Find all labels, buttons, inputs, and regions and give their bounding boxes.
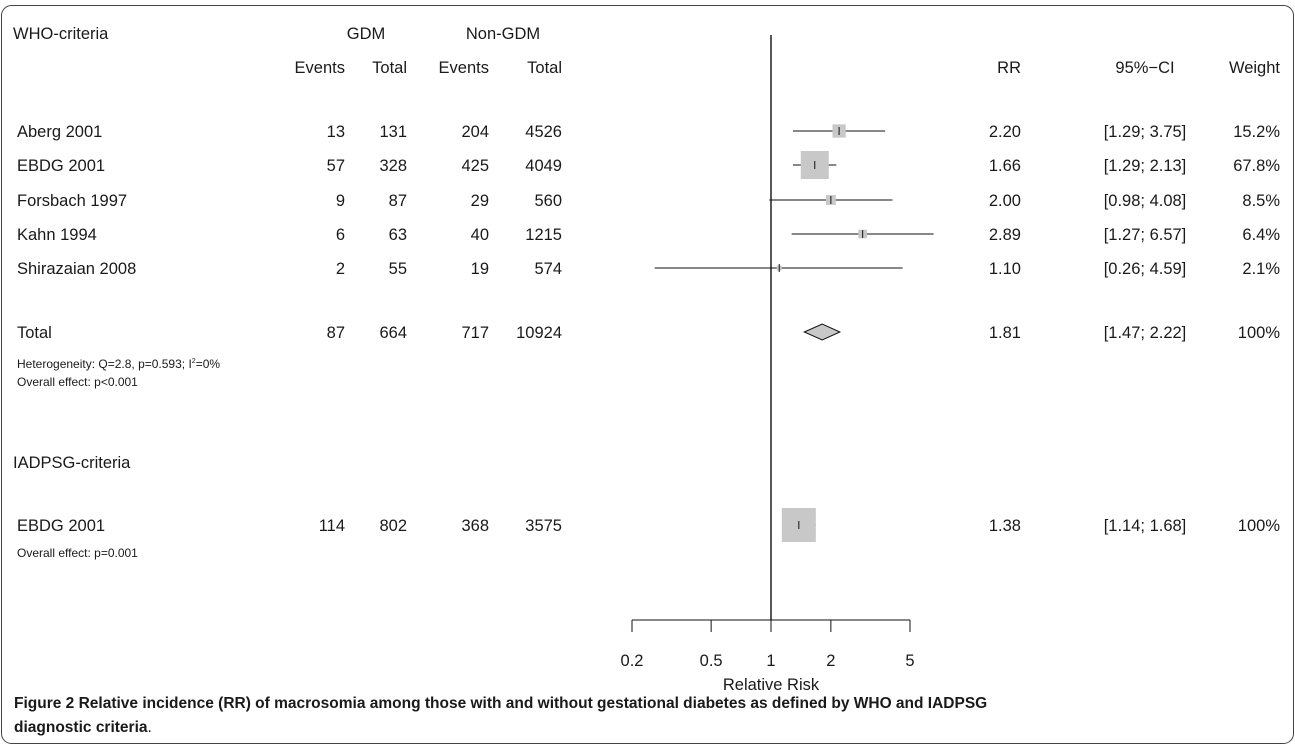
header-total-gdm: Total <box>372 59 407 77</box>
who-total-name: Total <box>17 324 52 342</box>
header-total-non-gdm: Total <box>527 59 562 77</box>
who-total-ci: [1.47; 2.22] <box>1104 324 1187 342</box>
header-rr: RR <box>997 59 1021 77</box>
subgroup-label-iadpsg: IADPSG-criteria <box>13 454 131 472</box>
who-study-1-rr: 2.20 <box>989 123 1021 141</box>
x-tick-label-5: 5 <box>905 652 914 670</box>
iadpsg-overall-effect: Overall effect: p=0.001 <box>17 546 138 560</box>
header-events-gdm: Events <box>295 59 345 77</box>
who-study-5-name: Shirazaian 2008 <box>17 260 136 278</box>
who-heterogeneity: Heterogeneity: Q=2.8, p=0.593; I2=0% <box>17 357 220 371</box>
who-total-diamond <box>803 323 842 341</box>
who-study-2-total-gdm: 328 <box>379 157 407 175</box>
figure-caption-line-1: Figure 2 Relative incidence (RR) of macr… <box>14 695 987 712</box>
figure-border <box>1 5 1294 744</box>
iadpsg-study-1-total-gdm: 802 <box>379 517 407 535</box>
figure-caption-line-2: diagnostic criteria. <box>14 719 152 736</box>
who-total-total-non-gdm: 10924 <box>516 324 562 342</box>
header-events-non-gdm: Events <box>439 59 489 77</box>
who-total-rr: 1.81 <box>989 324 1021 342</box>
caption-label: Figure 2 <box>14 695 74 712</box>
iadpsg-study-1-ci: [1.14; 1.68] <box>1104 517 1187 535</box>
who-study-3-weight: 8.5% <box>1242 192 1280 210</box>
who-total-total-gdm: 664 <box>379 324 407 342</box>
iadpsg-study-1-weight: 100% <box>1238 517 1281 535</box>
who-study-3-rr: 2.00 <box>989 192 1021 210</box>
who-study-1-total-non-gdm: 4526 <box>525 123 562 141</box>
caption-period: . <box>148 719 152 736</box>
who-study-1-events-gdm: 13 <box>327 123 345 141</box>
header-non-gdm: Non-GDM <box>466 25 540 43</box>
x-tick-label-2: 0.5 <box>700 652 723 670</box>
x-tick-label-4: 2 <box>826 652 835 670</box>
x-tick-label-3: 1 <box>766 652 775 670</box>
who-total-events-gdm: 87 <box>327 324 345 342</box>
who-study-5-rr: 1.10 <box>989 260 1021 278</box>
iadpsg-study-1-rr: 1.38 <box>989 517 1021 535</box>
who-study-5-total-gdm: 55 <box>389 260 407 278</box>
who-total-events-non-gdm: 717 <box>461 324 489 342</box>
iadpsg-study-1-events-non-gdm: 368 <box>461 517 489 535</box>
column-headers: GDM Non-GDM <box>347 25 540 43</box>
iadpsg-study-1-total-non-gdm: 3575 <box>525 517 562 535</box>
x-axis-label: Relative Risk <box>723 676 820 694</box>
who-study-5-total-non-gdm: 574 <box>534 260 562 278</box>
who-study-5-weight: 2.1% <box>1242 260 1280 278</box>
who-study-2-events-gdm: 57 <box>327 157 345 175</box>
who-study-4-events-gdm: 6 <box>336 226 345 244</box>
caption-text-1: Relative incidence (RR) of macrosomia am… <box>74 695 987 712</box>
who-study-3-ci: [0.98; 4.08] <box>1104 192 1187 210</box>
x-tick-label-1: 0.2 <box>621 652 644 670</box>
who-study-5-ci: [0.26; 4.59] <box>1104 260 1187 278</box>
who-study-1-events-non-gdm: 204 <box>461 123 489 141</box>
iadpsg-study-1-name: EBDG 2001 <box>17 517 105 535</box>
who-study-1-total-gdm: 131 <box>379 123 407 141</box>
who-study-1-weight: 15.2% <box>1233 123 1280 141</box>
who-study-4-name: Kahn 1994 <box>17 226 97 244</box>
header-ci: 95%−CI <box>1115 59 1174 77</box>
who-study-4-rr: 2.89 <box>989 226 1021 244</box>
who-study-2-ci: [1.29; 2.13] <box>1104 157 1187 175</box>
who-study-1-name: Aberg 2001 <box>17 123 102 141</box>
caption-text-2: diagnostic criteria <box>14 719 148 736</box>
who-study-3-events-non-gdm: 29 <box>471 192 489 210</box>
who-study-2-name: EBDG 2001 <box>17 157 105 175</box>
who-study-3-name: Forsbach 1997 <box>17 192 127 210</box>
who-study-2-rr: 1.66 <box>989 157 1021 175</box>
who-study-2-weight: 67.8% <box>1233 157 1280 175</box>
subgroup-label-who: WHO-criteria <box>13 25 109 43</box>
study-table: Events Total Events Total WHO-criteria Aberg … <box>13 25 562 560</box>
who-study-3-total-gdm: 87 <box>389 192 407 210</box>
who-overall-effect: Overall effect: p<0.001 <box>17 375 138 389</box>
who-study-3-events-gdm: 9 <box>336 192 345 210</box>
who-total-weight: 100% <box>1238 324 1281 342</box>
iadpsg-study-1-events-gdm: 114 <box>319 517 345 535</box>
who-study-4-total-gdm: 63 <box>389 226 407 244</box>
who-study-4-total-non-gdm: 1215 <box>525 226 562 244</box>
x-axis: 0.2 0.5 1 2 5 Relative Risk <box>621 619 915 694</box>
who-study-2-events-non-gdm: 425 <box>461 157 489 175</box>
who-study-5-events-non-gdm: 19 <box>471 260 489 278</box>
who-study-4-weight: 6.4% <box>1242 226 1280 244</box>
header-weight: Weight <box>1229 59 1280 77</box>
who-study-5-events-gdm: 2 <box>336 260 345 278</box>
plot-area <box>654 35 934 620</box>
who-study-2-total-non-gdm: 4049 <box>525 157 562 175</box>
who-study-4-ci: [1.27; 6.57] <box>1104 226 1187 244</box>
who-study-4-events-non-gdm: 40 <box>471 226 489 244</box>
header-gdm: GDM <box>347 25 386 43</box>
who-study-3-total-non-gdm: 560 <box>534 192 562 210</box>
rr-table: RR 95%−CI Weight 2.20 [1.29; 3.75] 15.2% 1.66 [… <box>989 59 1281 535</box>
who-study-1-ci: [1.29; 3.75] <box>1104 123 1187 141</box>
